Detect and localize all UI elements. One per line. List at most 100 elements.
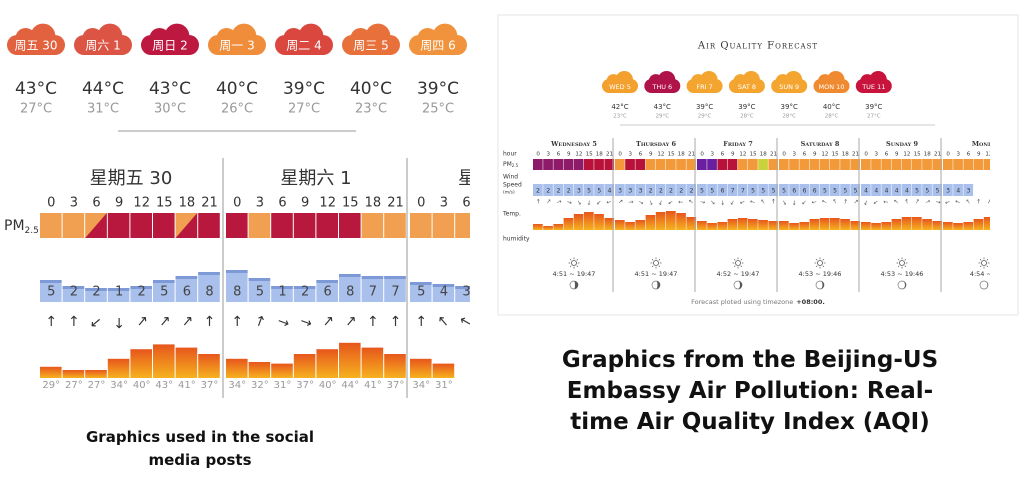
temp-label: 37° xyxy=(296,380,314,391)
pm-cell xyxy=(912,159,922,170)
wind-bar xyxy=(85,288,107,302)
cloud-badge xyxy=(275,23,333,55)
temp-bar xyxy=(226,358,248,378)
high-temp: 44°C xyxy=(82,79,124,99)
hour-label: 15 xyxy=(750,152,757,158)
hour-label: 21 xyxy=(770,152,777,158)
pm-cell xyxy=(635,159,646,170)
high-temp: 39°C xyxy=(696,103,713,111)
hour-label: 0 xyxy=(417,196,425,211)
sun-icon xyxy=(896,257,908,269)
hour-label: 9 xyxy=(731,152,735,158)
pm-cell xyxy=(666,159,676,170)
temp-bar xyxy=(943,222,953,230)
high-temp: 39°C xyxy=(283,79,325,99)
wind-bar xyxy=(175,276,198,302)
temp-bar xyxy=(655,212,666,230)
pm-cell xyxy=(198,213,220,238)
hour-label: 15 xyxy=(156,196,173,211)
sun-ray xyxy=(897,265,900,268)
temp-label: 34° xyxy=(228,380,246,391)
moon-shade xyxy=(902,281,906,289)
cloud-badge xyxy=(342,23,400,55)
hour-label: 3 xyxy=(440,196,448,211)
sun-ray xyxy=(986,265,989,268)
wind-arrow: ↑ xyxy=(390,314,402,330)
cloud-body xyxy=(208,35,266,55)
wind-bar xyxy=(198,272,220,302)
sun-icon xyxy=(814,257,826,269)
hour-label: 0 xyxy=(700,152,704,158)
temp-bar xyxy=(901,217,912,230)
day-badge-label: SAT 8 xyxy=(738,83,756,91)
hour-label: 0 xyxy=(233,196,241,211)
wind-arrow: ↑ xyxy=(231,314,243,330)
temp-bar xyxy=(175,347,198,378)
wind-bar-top xyxy=(339,274,361,277)
wind-bar xyxy=(543,184,553,196)
hour-label: 12 xyxy=(133,196,150,211)
cloud-body xyxy=(141,35,199,55)
wind-arrow: ↑ xyxy=(296,314,315,330)
wind-bar xyxy=(615,184,625,196)
temp-bar xyxy=(85,370,107,378)
wind-speed: 8 xyxy=(346,285,354,300)
sun-ray xyxy=(986,258,989,261)
temp-label: 43° xyxy=(155,380,173,391)
hour-label: 9 xyxy=(567,152,571,158)
hour-label: 9 xyxy=(813,152,817,158)
hour-label: 18 xyxy=(842,152,849,158)
cloud-body xyxy=(855,79,892,93)
temp-bar xyxy=(881,222,892,230)
wind-speed: 8 xyxy=(205,285,213,300)
pm-cell xyxy=(830,159,840,170)
temp-bar xyxy=(40,366,62,378)
hour-label: 0 xyxy=(782,152,786,158)
sun-times: 4:53 ~ 19:46 xyxy=(799,270,842,278)
pm-cell xyxy=(737,159,748,170)
pm-cell xyxy=(881,159,892,170)
pm-cell xyxy=(248,213,271,238)
sun-core xyxy=(899,260,905,266)
wind-speed: 2 xyxy=(92,285,100,300)
pm-cell xyxy=(727,159,738,170)
wind-speed: 5 xyxy=(47,285,55,300)
hour-label: 3 xyxy=(70,196,78,211)
wind-bar xyxy=(809,184,820,196)
temp-bar xyxy=(625,222,635,230)
cloud-body xyxy=(409,35,467,55)
wind-bar-top xyxy=(361,276,384,279)
wind-speed: 2 xyxy=(649,188,653,195)
pm-cell xyxy=(594,159,604,170)
wind-arrow: ↑ xyxy=(647,198,654,206)
cloud-badge xyxy=(771,71,808,93)
hour-label: 12 xyxy=(821,152,828,158)
wind-arrow: ↑ xyxy=(113,314,125,330)
wind-arrow: ↑ xyxy=(851,198,860,206)
pm-cell xyxy=(361,213,384,238)
hour-label: 15 xyxy=(586,152,593,158)
row-label: PM2.5 xyxy=(503,161,519,169)
temp-bar xyxy=(953,223,963,230)
wind-speed: 2 xyxy=(557,188,561,195)
hour-label: 21 xyxy=(387,196,404,211)
wind-arrow: ↑ xyxy=(771,198,776,205)
wind-arrow: ↑ xyxy=(759,198,767,207)
pm-cell xyxy=(973,159,984,170)
cloud-body xyxy=(644,79,681,93)
moon-shade xyxy=(738,281,742,289)
high-temp: 39°C xyxy=(781,103,798,111)
wind-arrow: ↑ xyxy=(863,198,870,206)
hour-label: 12 xyxy=(319,196,336,211)
cloud-badge xyxy=(728,71,765,93)
wind-speed: 7 xyxy=(731,188,735,195)
temp-bar xyxy=(107,358,130,378)
wind-bar xyxy=(697,184,707,196)
temp-bar xyxy=(727,219,738,230)
sun-ray xyxy=(822,258,825,261)
wind-bar xyxy=(384,276,406,302)
wind-arrow: ↑ xyxy=(892,198,901,206)
wind-arrow: ↑ xyxy=(457,313,477,331)
moon-shade xyxy=(820,281,824,289)
temp-bar xyxy=(594,214,604,230)
